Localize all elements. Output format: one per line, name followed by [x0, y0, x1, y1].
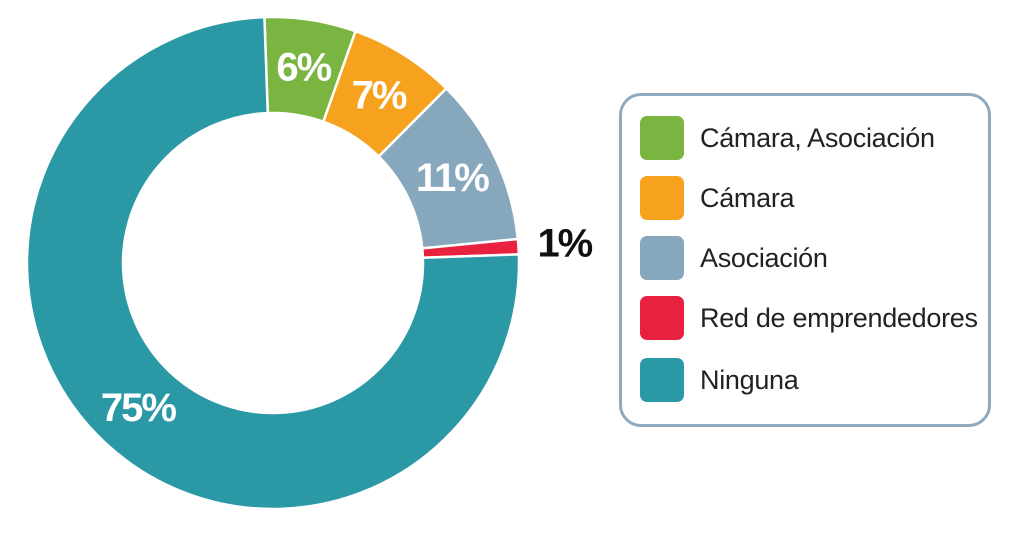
legend: Cámara, Asociación Cámara Asociación Red… — [619, 93, 991, 427]
legend-label-red-de-emprendedores: Red de emprendedores — [700, 302, 978, 333]
slice-label-ninguna: 75% — [101, 386, 176, 430]
slice-label-camara-asociacion: 6% — [276, 45, 331, 89]
legend-swatch-camara-asociacion — [640, 116, 684, 160]
slice-label-camara: 7% — [352, 73, 407, 117]
legend-item-asociacion: Asociación — [640, 236, 828, 280]
legend-swatch-ninguna — [640, 358, 684, 402]
legend-swatch-red-de-emprendedores — [640, 296, 684, 340]
legend-swatch-camara — [640, 176, 684, 220]
legend-label-camara-asociacion: Cámara, Asociación — [700, 122, 935, 153]
legend-label-ninguna: Ninguna — [700, 364, 799, 395]
legend-label-asociacion: Asociación — [700, 242, 828, 273]
legend-item-ninguna: Ninguna — [640, 358, 799, 402]
legend-item-camara-asociacion: Cámara, Asociación — [640, 116, 935, 160]
legend-item-red-de-emprendedores: Red de emprendedores — [640, 296, 978, 340]
slice-label-red-de-emprendedores: 1% — [537, 222, 592, 266]
legend-label-camara: Cámara — [700, 182, 795, 213]
legend-item-camara: Cámara — [640, 176, 795, 220]
slice-label-asociacion: 11% — [416, 156, 489, 200]
legend-swatch-asociacion — [640, 236, 684, 280]
slice-ninguna — [25, 15, 521, 511]
